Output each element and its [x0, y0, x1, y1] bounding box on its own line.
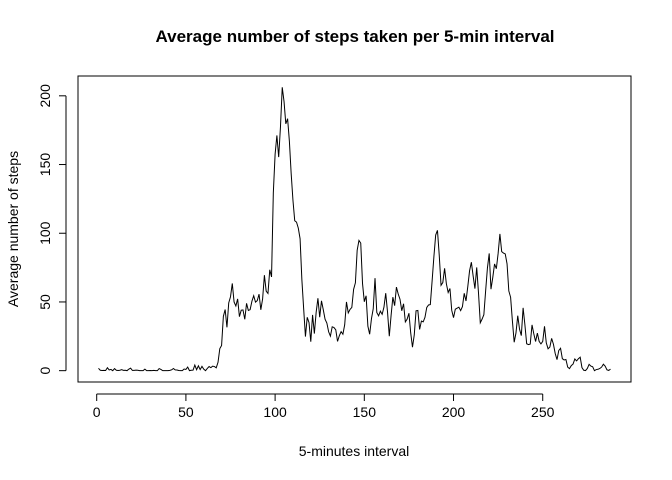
x-axis-label: 5-minutes interval: [299, 443, 410, 459]
x-tick-label: 150: [353, 404, 377, 420]
x-tick-label: 100: [263, 404, 287, 420]
x-tick-label: 250: [531, 404, 555, 420]
data-line: [98, 87, 611, 372]
y-tick-label: 150: [37, 153, 53, 177]
y-tick-label: 200: [37, 84, 53, 108]
y-tick-label: 0: [37, 367, 53, 375]
y-tick-label: 50: [37, 294, 53, 310]
y-tick-label: 100: [37, 221, 53, 245]
y-axis-label: Average number of steps: [5, 151, 21, 307]
x-tick-label: 50: [178, 404, 194, 420]
plot-frame: [77, 75, 632, 383]
x-tick-label: 200: [442, 404, 466, 420]
chart-title: Average number of steps taken per 5-min …: [156, 27, 555, 46]
x-tick-label: 0: [93, 404, 101, 420]
